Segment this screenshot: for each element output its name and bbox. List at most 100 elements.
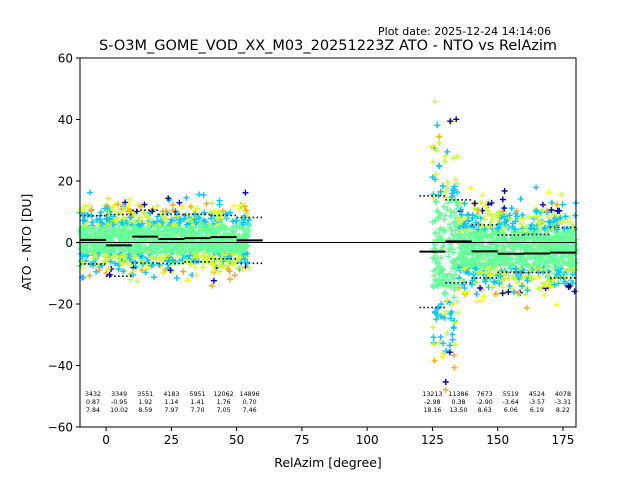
data-point bbox=[135, 202, 142, 209]
data-point bbox=[106, 271, 113, 278]
data-point bbox=[199, 264, 206, 271]
data-point bbox=[156, 255, 163, 262]
data-point bbox=[120, 255, 127, 262]
data-point bbox=[439, 353, 446, 360]
data-point bbox=[569, 271, 576, 278]
data-point bbox=[100, 225, 107, 232]
data-point bbox=[130, 271, 137, 278]
bin-count: 7673 bbox=[477, 391, 493, 398]
data-point bbox=[229, 251, 236, 258]
data-point bbox=[523, 304, 530, 311]
data-point bbox=[455, 255, 462, 262]
data-point bbox=[485, 210, 492, 217]
data-point bbox=[565, 238, 572, 245]
data-point bbox=[512, 260, 519, 266]
data-point bbox=[441, 314, 448, 321]
data-point bbox=[452, 176, 459, 183]
data-point bbox=[503, 218, 510, 225]
data-point bbox=[235, 264, 241, 271]
data-point bbox=[572, 212, 579, 219]
data-point bbox=[569, 232, 576, 239]
data-point bbox=[186, 238, 193, 245]
data-point bbox=[114, 230, 121, 237]
data-point bbox=[527, 225, 534, 232]
data-point bbox=[481, 293, 487, 300]
data-point bbox=[169, 227, 176, 234]
data-point bbox=[458, 227, 465, 234]
data-point bbox=[441, 203, 448, 210]
data-point bbox=[87, 250, 94, 257]
data-point bbox=[488, 199, 495, 206]
data-point bbox=[231, 272, 238, 279]
data-point bbox=[436, 139, 443, 146]
data-point bbox=[212, 247, 219, 254]
data-point bbox=[153, 250, 160, 257]
data-point bbox=[545, 263, 552, 270]
data-point bbox=[497, 273, 504, 280]
data-point bbox=[433, 147, 440, 154]
data-point bbox=[442, 194, 449, 201]
y-tick-label: −20 bbox=[48, 298, 73, 312]
data-point bbox=[442, 386, 449, 393]
data-point bbox=[475, 207, 482, 213]
data-point bbox=[449, 331, 456, 338]
data-point bbox=[489, 216, 496, 222]
data-point bbox=[539, 207, 546, 213]
data-point bbox=[179, 203, 186, 210]
data-point bbox=[451, 183, 458, 190]
data-point bbox=[455, 202, 462, 209]
data-point bbox=[139, 220, 146, 227]
data-point bbox=[430, 324, 436, 331]
data-point bbox=[553, 272, 560, 278]
data-point bbox=[431, 357, 438, 364]
data-point bbox=[162, 266, 169, 273]
data-point bbox=[527, 263, 534, 270]
data-point bbox=[444, 330, 451, 337]
data-point bbox=[450, 155, 457, 162]
data-point bbox=[217, 248, 224, 255]
data-point bbox=[146, 221, 153, 228]
data-point bbox=[240, 219, 247, 226]
data-point bbox=[221, 238, 228, 245]
data-point bbox=[519, 274, 526, 281]
data-point bbox=[567, 219, 573, 226]
data-point bbox=[441, 158, 448, 165]
data-point bbox=[166, 257, 172, 264]
data-point bbox=[439, 183, 446, 189]
data-point bbox=[533, 184, 540, 191]
data-point bbox=[222, 251, 229, 258]
data-point bbox=[436, 260, 443, 267]
data-point bbox=[85, 233, 92, 240]
x-tick-label: 25 bbox=[164, 433, 179, 447]
data-point bbox=[224, 266, 231, 272]
data-point bbox=[434, 122, 441, 129]
data-point bbox=[500, 231, 507, 238]
data-point bbox=[222, 211, 229, 217]
data-point bbox=[492, 291, 499, 297]
data-point bbox=[494, 261, 501, 268]
data-point bbox=[486, 223, 493, 230]
data-point bbox=[169, 221, 176, 228]
data-point bbox=[201, 209, 208, 216]
data-point bbox=[80, 225, 87, 231]
data-point bbox=[500, 243, 507, 250]
data-point bbox=[570, 223, 577, 230]
data-point bbox=[562, 213, 569, 220]
data-point bbox=[212, 263, 218, 270]
data-point bbox=[440, 266, 447, 273]
data-point bbox=[447, 213, 454, 219]
bin-count: 12062 bbox=[214, 391, 234, 398]
data-point bbox=[511, 289, 518, 295]
y-tick-label: 60 bbox=[58, 52, 73, 66]
data-point bbox=[115, 266, 122, 273]
data-point bbox=[544, 270, 551, 277]
data-point bbox=[461, 200, 468, 207]
data-point bbox=[548, 207, 555, 213]
data-point bbox=[163, 208, 170, 215]
data-point bbox=[545, 189, 552, 196]
bin-count: 3349 bbox=[111, 391, 127, 398]
data-point bbox=[104, 216, 111, 223]
